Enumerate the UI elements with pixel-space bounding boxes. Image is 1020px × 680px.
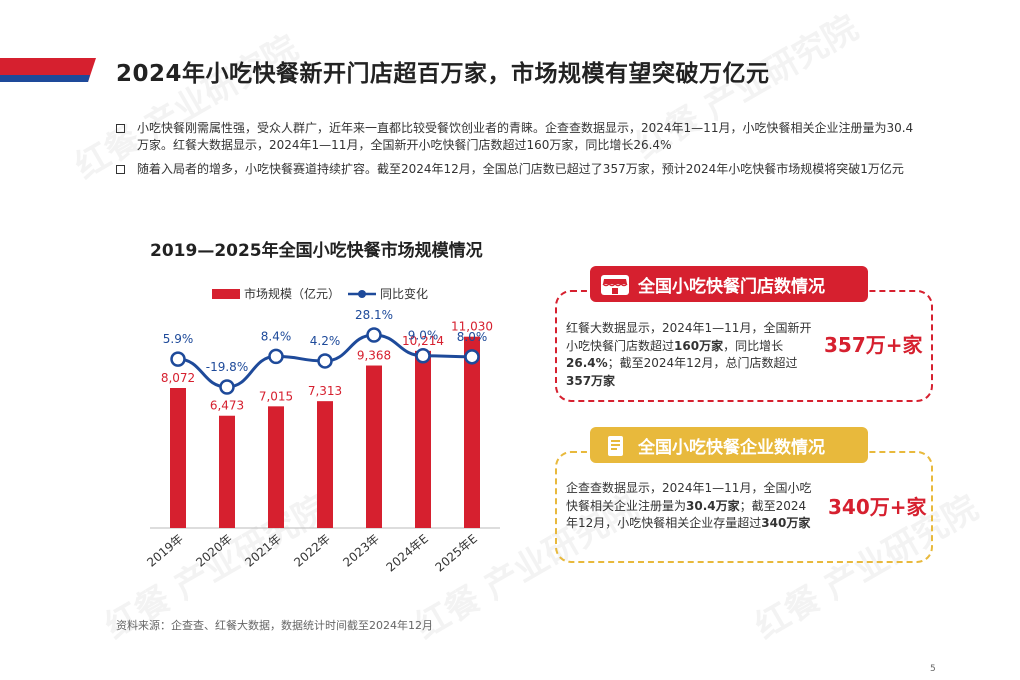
yoy-value-label: -19.8% xyxy=(206,360,248,374)
bar xyxy=(219,415,235,528)
legend-bar-swatch xyxy=(212,289,240,299)
bar-value-label: 6,473 xyxy=(210,399,244,413)
bullet-item: 小吃快餐刚需属性强，受众人群广，近年来一直都比较受餐饮创业者的青睐。企查查数据显… xyxy=(116,120,916,154)
card-text-part: 红餐大数据显示，2024年1—11月，全国新开小吃快餐门店数超过 xyxy=(566,321,812,353)
bar-value-label: 11,030 xyxy=(451,320,493,334)
store-count-card-title: 全国小吃快餐门店数情况 xyxy=(638,277,825,297)
card-text-bold: 357万家 xyxy=(566,373,616,388)
x-tick-label: 2021年 xyxy=(242,532,284,570)
store-count-card-header: 全国小吃快餐门店数情况 xyxy=(590,266,868,302)
bar xyxy=(415,350,431,528)
card-text-bold: 30.4万家 xyxy=(686,498,740,513)
x-tick-label: 2019年 xyxy=(144,532,186,570)
company-count-card-header: 全国小吃快餐企业数情况 xyxy=(590,427,868,463)
bullet-square-icon xyxy=(116,165,125,174)
bar-value-label: 9,368 xyxy=(357,349,391,363)
bullet-item: 随着入局者的增多，小吃快餐赛道持续扩容。截至2024年12月，全国总门店数已超过… xyxy=(116,161,916,178)
page-title: 2024年小吃快餐新开门店超百万家，市场规模有望突破万亿元 xyxy=(116,61,770,87)
yoy-point xyxy=(415,347,431,364)
x-tick-label: 2023年 xyxy=(340,532,382,570)
card-text-bold: 340万家 xyxy=(761,516,811,530)
company-count-card-text: 企查查数据显示，2024年1—11月，全国小吃快餐相关企业注册量为30.4万家；… xyxy=(566,480,816,533)
bar-value-label: 10,214 xyxy=(402,334,444,348)
bar xyxy=(366,365,382,528)
x-tick-label: 2024年E xyxy=(384,532,431,575)
card-text-bold: 160万家 xyxy=(674,338,724,353)
store-count-highlight: 357万+家 xyxy=(824,333,923,357)
bar xyxy=(317,401,333,528)
yoy-point xyxy=(464,349,480,365)
bar xyxy=(268,406,284,528)
card-text-part: ，同比增长 xyxy=(723,338,784,353)
card-text-part: ；截至2024年12月，小吃快餐相关企业存量超过 xyxy=(566,498,807,531)
card-text-part: ；截至2024年12月，总门店数超过 xyxy=(607,356,798,370)
yoy-point xyxy=(366,327,382,343)
company-count-highlight: 340万+家 xyxy=(828,495,927,519)
card-text-part: 企查查数据显示，2024年1—11月，全国小吃快餐相关企业注册量为 xyxy=(566,481,812,513)
x-tick-label: 2020年 xyxy=(193,532,235,570)
yoy-value-label: 8.4% xyxy=(261,329,292,343)
bullet-text: 小吃快餐刚需属性强，受众人群广，近年来一直都比较受餐饮创业者的青睐。企查查数据显… xyxy=(137,121,914,152)
chart-title: 2019—2025年全国小吃快餐市场规模情况 xyxy=(150,241,483,261)
card-text-bold: 26.4% xyxy=(566,356,608,370)
yoy-point xyxy=(317,353,333,369)
bar xyxy=(170,388,186,528)
bullet-square-icon xyxy=(116,124,125,133)
header-accent-bar xyxy=(0,58,96,82)
company-count-card-title: 全国小吃快餐企业数情况 xyxy=(638,438,825,458)
legend-bar-label: 市场规模（亿元） xyxy=(244,286,340,301)
document-icon xyxy=(608,436,623,456)
bar-value-label: 7,313 xyxy=(308,384,342,398)
chart: 市场规模（亿元） 同比变化 8,072 2019年 6,473 2020年 7,015 2… xyxy=(144,286,500,575)
x-tick-label: 2025年E xyxy=(433,532,480,575)
legend-line-marker xyxy=(358,290,366,298)
yoy-value-label: 4.2% xyxy=(310,334,341,348)
storefront-icon xyxy=(601,275,629,295)
source-note: 资料来源：企查查、红餐大数据，数据统计时间截至2024年12月 xyxy=(116,619,433,632)
yoy-value-label: 28.1% xyxy=(355,308,393,322)
store-count-card-text: 红餐大数据显示，2024年1—11月，全国新开小吃快餐门店数超过160万家，同比… xyxy=(566,320,816,390)
yoy-point xyxy=(219,379,235,395)
page-number: 5 xyxy=(930,664,936,674)
bullet-text: 随着入局者的增多，小吃快餐赛道持续扩容。截至2024年12月，全国总门店数已超过… xyxy=(137,162,904,176)
bar xyxy=(464,336,480,528)
bar-value-label: 8,072 xyxy=(161,371,195,385)
yoy-value-label: 5.9% xyxy=(163,332,194,346)
yoy-value-label: 8.0% xyxy=(457,330,488,344)
yoy-point xyxy=(268,348,284,365)
yoy-point xyxy=(170,351,186,367)
x-tick-label: 2022年 xyxy=(291,532,333,570)
legend-line-label: 同比变化 xyxy=(380,286,428,301)
bar-value-label: 7,015 xyxy=(259,389,293,403)
yoy-value-label: 9.0% xyxy=(408,329,439,343)
